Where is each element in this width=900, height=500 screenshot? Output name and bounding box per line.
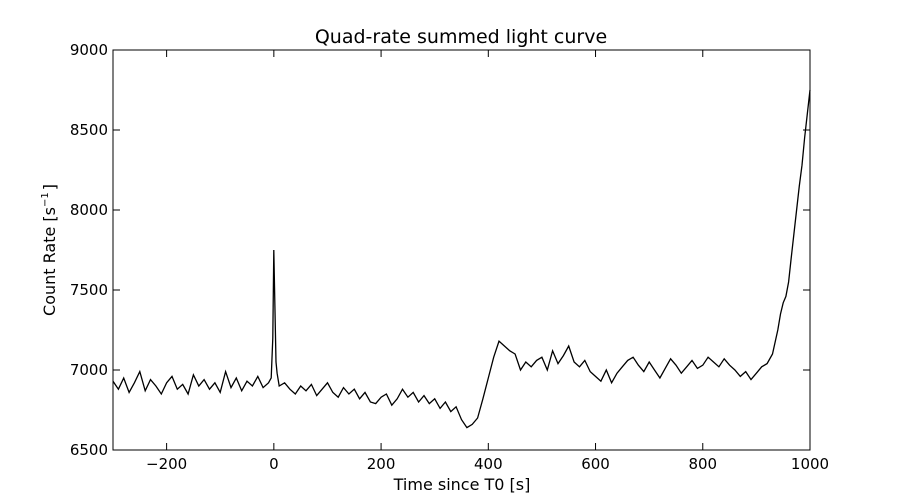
x-tick-label: 200 bbox=[367, 455, 396, 473]
y-axis: 6500 7000 7500 8000 8500 9000 bbox=[70, 41, 810, 459]
y-tick-label: 7500 bbox=[70, 281, 108, 299]
x-tick-label: −200 bbox=[146, 455, 187, 473]
y-tick-label: 7000 bbox=[70, 361, 108, 379]
x-tick-label: 600 bbox=[581, 455, 610, 473]
x-axis-title: Time since T0 [s] bbox=[393, 475, 531, 494]
y-axis-title-end: ] bbox=[40, 184, 59, 190]
y-tick-label: 8500 bbox=[70, 121, 108, 139]
y-tick-label: 6500 bbox=[70, 441, 108, 459]
chart-title: Quad-rate summed light curve bbox=[315, 26, 607, 48]
data-series-line bbox=[112, 89, 811, 429]
plot-frame bbox=[112, 49, 811, 451]
x-tick-label: 1000 bbox=[791, 455, 829, 473]
x-tick-label: 0 bbox=[269, 455, 279, 473]
x-axis: −200 0 200 400 600 800 1000 bbox=[146, 50, 829, 473]
y-axis-title-superscript: −1 bbox=[40, 192, 51, 207]
y-tick-label: 8000 bbox=[70, 201, 108, 219]
y-axis-title: Count Rate [s−1] bbox=[40, 184, 59, 316]
y-axis-title-main: Count Rate [s bbox=[40, 207, 59, 316]
plot-background bbox=[113, 50, 810, 450]
y-tick-label: 9000 bbox=[70, 41, 108, 59]
plot-area bbox=[112, 49, 811, 451]
x-tick-label: 800 bbox=[688, 455, 717, 473]
x-tick-label: 400 bbox=[474, 455, 503, 473]
